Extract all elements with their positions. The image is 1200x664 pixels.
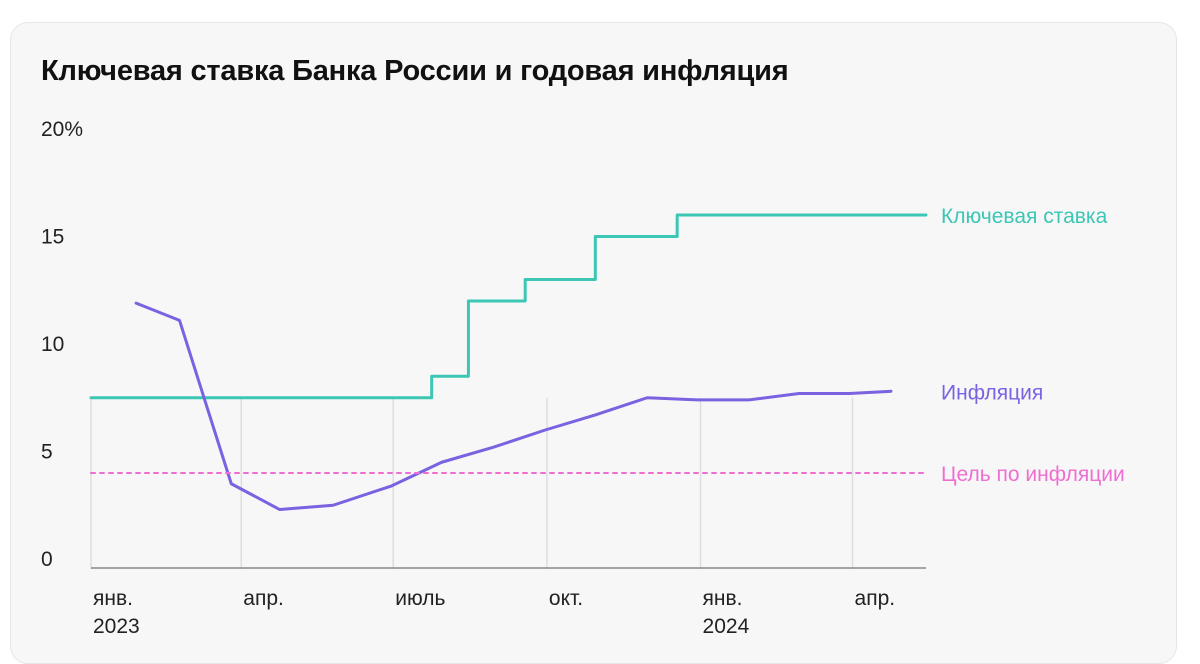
y-tick-label: 10 <box>41 333 64 356</box>
y-tick-label: 20% <box>41 118 83 141</box>
inflation-line-label: Инфляция <box>941 381 1043 404</box>
line-chart: янв. 2023 апр. июль окт. янв. 2024 апр. 0 5 10 15 20… <box>41 118 1125 638</box>
y-tick-label: 0 <box>41 548 53 571</box>
x-tick-label: янв. <box>703 587 743 610</box>
x-tick-label: апр. <box>855 587 896 610</box>
key-rate-line <box>89 213 928 400</box>
y-tick-label: 5 <box>41 441 53 464</box>
x-tick-year-label: 2024 <box>703 615 750 638</box>
target-line-label: Цель по инфляции <box>941 463 1125 486</box>
chart-card: Ключевая ставка Банка России и годовая и… <box>10 22 1177 664</box>
x-tick-label: окт. <box>549 587 583 610</box>
y-tick-label: 15 <box>41 226 64 249</box>
inflation-line <box>134 301 893 512</box>
x-tick-label: июль <box>395 587 445 610</box>
x-tick-label: апр. <box>243 587 284 610</box>
chart-title: Ключевая ставка Банка России и годовая и… <box>41 55 789 87</box>
x-tick-year-label: 2023 <box>93 615 140 638</box>
x-tick-label: янв. <box>93 587 133 610</box>
key-rate-line-label: Ключевая ставка <box>941 205 1108 228</box>
